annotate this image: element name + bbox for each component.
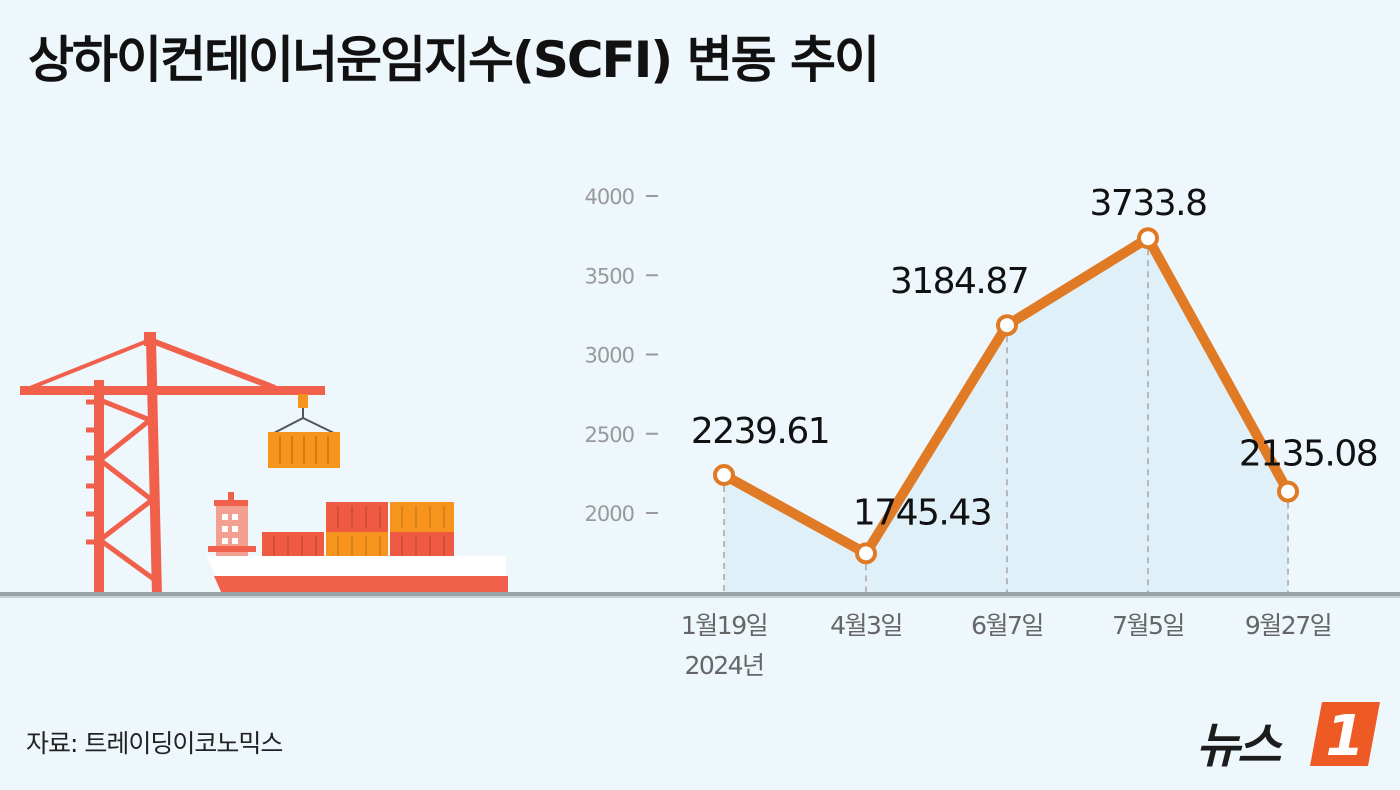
news1-logo: 뉴스 1 (1196, 700, 1386, 774)
data-label: 3733.8 (1090, 183, 1207, 224)
x-tick-label: 1월19일 (681, 611, 767, 640)
ship-illustration (206, 492, 508, 594)
x-tick-label: 4월3일 (830, 611, 902, 640)
data-point (713, 464, 735, 487)
x-tick-label: 7월5일 (1112, 611, 1184, 640)
x-tick-label: 6월7일 (971, 611, 1043, 640)
source-note: 자료: 트레이딩이코노믹스 (26, 729, 283, 758)
y-tick-label: 2000 (585, 502, 634, 526)
data-label: 3184.87 (890, 261, 1028, 302)
y-tick-label: 4000 (585, 185, 634, 209)
x-tick-label: 9월27일 (1245, 611, 1331, 640)
logo-text: 뉴스 (1196, 718, 1281, 774)
y-tick-label: 3000 (585, 344, 634, 368)
data-label: 2135.08 (1239, 434, 1377, 475)
data-point (1137, 227, 1159, 250)
page-title: 상하이컨테이너운임지수(SCFI) 변동 추이 (28, 31, 880, 89)
logo-number: 1 (1326, 704, 1365, 768)
crane-illustration (20, 332, 340, 596)
data-point (855, 542, 877, 565)
logo-mark: 1 (1310, 702, 1380, 768)
data-point (1277, 480, 1299, 503)
data-label: 2239.61 (691, 411, 829, 452)
y-tick-label: 3500 (585, 264, 634, 288)
data-point (996, 314, 1018, 337)
data-label: 1745.43 (853, 492, 991, 533)
y-tick-label: 2500 (585, 423, 634, 447)
x-year-label: 2024년 (684, 651, 763, 680)
ground-line (0, 592, 1400, 596)
